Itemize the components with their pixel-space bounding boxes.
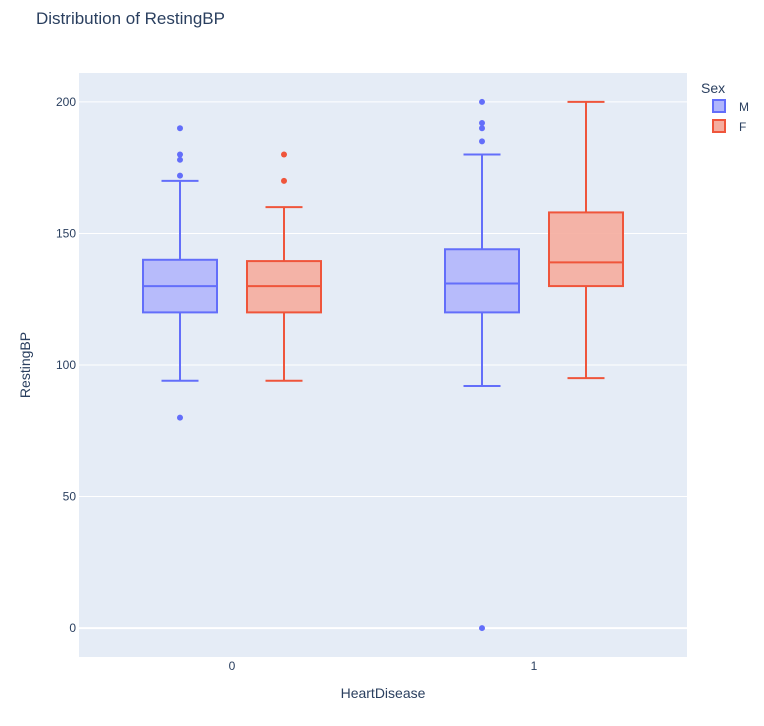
- outlier-point: [177, 172, 183, 179]
- x-tick-label-1: 1: [531, 659, 538, 673]
- box-m-0[interactable]: [142, 125, 218, 421]
- outlier-point: [177, 156, 183, 163]
- outlier-point: [479, 625, 485, 632]
- y-tick-label-0: 0: [69, 621, 76, 635]
- y-tick-label-150: 150: [56, 226, 76, 240]
- legend-item-m[interactable]: M: [712, 99, 749, 114]
- box-f-0[interactable]: [246, 151, 322, 382]
- y-tick-label-100: 100: [56, 358, 76, 372]
- box-iqr: [444, 248, 520, 314]
- x-tick-label-0: 0: [229, 659, 236, 673]
- chart-title: Distribution of RestingBP: [36, 9, 225, 28]
- outlier-point: [177, 151, 183, 158]
- y-axis-title: RestingBP: [17, 332, 33, 398]
- box-f-1[interactable]: [548, 100, 624, 380]
- outlier-point: [479, 138, 485, 145]
- legend-item-f[interactable]: F: [712, 119, 746, 134]
- legend-swatch-f: [712, 119, 726, 133]
- outlier-point: [177, 125, 183, 132]
- x-axis-title: HeartDisease: [341, 685, 426, 701]
- legend-label-f: F: [739, 120, 746, 134]
- legend: Sex M F: [701, 80, 749, 134]
- legend-title: Sex: [701, 80, 725, 96]
- y-tick-label-200: 200: [56, 95, 76, 109]
- legend-swatch-m: [712, 99, 726, 113]
- outlier-point: [479, 125, 485, 132]
- box-plots: [142, 98, 624, 632]
- y-tick-label-50: 50: [63, 490, 77, 504]
- box-iqr: [548, 211, 624, 288]
- box-m-1[interactable]: [444, 98, 520, 632]
- legend-label-m: M: [739, 100, 749, 114]
- outlier-point: [177, 414, 183, 421]
- outlier-point: [479, 98, 485, 105]
- outlier-point: [281, 151, 287, 158]
- outlier-point: [281, 177, 287, 184]
- y-axis-ticks: 0 50 100 150 200: [56, 95, 76, 635]
- outlier-point: [479, 119, 485, 126]
